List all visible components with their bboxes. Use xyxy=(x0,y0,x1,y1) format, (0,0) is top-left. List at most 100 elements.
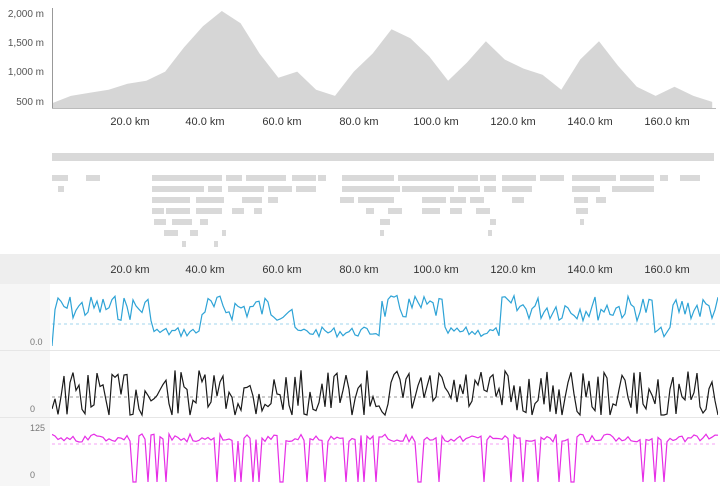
segment-bar[interactable] xyxy=(182,241,186,247)
ruler-tick-label: 20.0 km xyxy=(110,264,150,276)
segment-bar[interactable] xyxy=(576,208,588,214)
segment-bar[interactable] xyxy=(254,208,262,214)
segment-bar[interactable] xyxy=(86,175,100,181)
segment-bar[interactable] xyxy=(268,186,292,192)
streams-area: 0.0 0 125 0 xyxy=(0,284,720,486)
segment-bar[interactable] xyxy=(340,197,354,203)
segment-bar[interactable] xyxy=(154,219,166,225)
segment-bar[interactable] xyxy=(52,175,64,181)
segment-bar[interactable] xyxy=(620,175,654,181)
segment-bar[interactable] xyxy=(512,197,524,203)
segment-bar[interactable] xyxy=(190,230,198,236)
segment-bar[interactable] xyxy=(660,175,668,181)
elevation-chart: 2,000 m 1,500 m 1,000 m 500 m 20.0 km 40… xyxy=(0,0,720,140)
segment-bar[interactable] xyxy=(214,241,218,247)
segment-bar[interactable] xyxy=(380,219,390,225)
segment-bar[interactable] xyxy=(232,208,244,214)
y-tick-label: 1,500 m xyxy=(7,38,44,49)
segment-bar[interactable] xyxy=(318,175,326,181)
y-tick-label: 500 m xyxy=(16,97,44,108)
segment-bar[interactable] xyxy=(580,219,584,225)
panel-divider xyxy=(0,417,720,418)
segment-bar[interactable] xyxy=(268,197,278,203)
segment-bar[interactable] xyxy=(540,175,564,181)
segment-bar[interactable] xyxy=(342,175,394,181)
ruler-tick-label: 100.0 km xyxy=(413,264,459,276)
segment-bar[interactable] xyxy=(152,186,204,192)
x-tick-label: 80.0 km xyxy=(339,116,379,128)
x-tick-label: 160.0 km xyxy=(644,116,690,128)
x-tick-label: 20.0 km xyxy=(110,116,150,128)
segment-bar[interactable] xyxy=(470,197,484,203)
segment-bar[interactable] xyxy=(612,186,654,192)
segment-bar[interactable] xyxy=(490,219,496,225)
segment-bar[interactable] xyxy=(450,208,462,214)
segment-bar[interactable] xyxy=(476,208,490,214)
stream-line xyxy=(52,431,718,483)
stream-panel-blue[interactable]: 0.0 xyxy=(0,284,720,350)
segment-bar[interactable] xyxy=(152,208,164,214)
segment-bar[interactable] xyxy=(422,197,446,203)
segment-bar[interactable] xyxy=(502,186,532,192)
x-tick-label: 60.0 km xyxy=(262,116,302,128)
segment-bar[interactable] xyxy=(458,186,480,192)
y-tick-label: 2,000 m xyxy=(7,9,44,20)
segment-bar[interactable] xyxy=(572,175,616,181)
x-tick-label: 140.0 km xyxy=(567,116,613,128)
segment-bar[interactable] xyxy=(342,186,400,192)
segment-bar[interactable] xyxy=(226,175,242,181)
segment-bar[interactable] xyxy=(208,186,222,192)
segment-bar[interactable] xyxy=(58,186,64,192)
black-stream-plot xyxy=(52,369,718,417)
ruler-tick-label: 120.0 km xyxy=(490,264,536,276)
segment-bar[interactable] xyxy=(572,186,600,192)
stream-panel-magenta[interactable]: 125 0 xyxy=(0,418,720,486)
segment-bar[interactable] xyxy=(196,197,224,203)
full-route-bar[interactable] xyxy=(52,153,714,161)
ruler-tick-label: 60.0 km xyxy=(262,264,302,276)
ruler-tick-label: 160.0 km xyxy=(644,264,690,276)
blue-stream-plot xyxy=(52,293,718,347)
segment-bar[interactable] xyxy=(222,230,226,236)
segment-bar[interactable] xyxy=(388,208,402,214)
segment-bar[interactable] xyxy=(358,197,394,203)
segment-bar[interactable] xyxy=(292,175,316,181)
segment-bar[interactable] xyxy=(64,175,68,181)
segment-bar[interactable] xyxy=(200,219,208,225)
segment-bar[interactable] xyxy=(484,186,496,192)
segments-panel xyxy=(0,148,720,248)
y-tick-label: 1,000 m xyxy=(7,67,44,78)
segment-bar[interactable] xyxy=(596,197,606,203)
x-tick-label: 40.0 km xyxy=(185,116,225,128)
stream-bottom-label: 0 xyxy=(30,404,36,414)
segment-bar[interactable] xyxy=(450,197,466,203)
stream-bottom-label: 0 xyxy=(30,470,36,480)
ruler-tick-label: 80.0 km xyxy=(339,264,379,276)
segment-bar[interactable] xyxy=(164,230,178,236)
stream-line xyxy=(52,293,718,347)
segment-bar[interactable] xyxy=(574,197,588,203)
segment-bar[interactable] xyxy=(152,197,190,203)
segment-bar[interactable] xyxy=(152,175,222,181)
segment-bar[interactable] xyxy=(366,208,374,214)
segment-bar[interactable] xyxy=(196,208,222,214)
segment-bar[interactable] xyxy=(246,175,286,181)
segment-bar[interactable] xyxy=(398,175,478,181)
segment-bar[interactable] xyxy=(166,208,190,214)
panel-divider xyxy=(0,350,720,351)
segment-bar[interactable] xyxy=(228,186,264,192)
segment-bar[interactable] xyxy=(488,230,492,236)
segment-bar[interactable] xyxy=(380,230,384,236)
x-tick-label: 120.0 km xyxy=(490,116,536,128)
segment-bar[interactable] xyxy=(402,186,454,192)
left-gutter xyxy=(0,284,50,486)
segment-bar[interactable] xyxy=(172,219,192,225)
segment-bar[interactable] xyxy=(502,175,536,181)
segment-bar[interactable] xyxy=(680,175,700,181)
stream-panel-black[interactable]: 0 xyxy=(0,351,720,417)
segment-bar[interactable] xyxy=(242,197,262,203)
elevation-area xyxy=(52,11,713,108)
segment-bar[interactable] xyxy=(480,175,496,181)
segment-bar[interactable] xyxy=(296,186,316,192)
segment-bar[interactable] xyxy=(422,208,440,214)
